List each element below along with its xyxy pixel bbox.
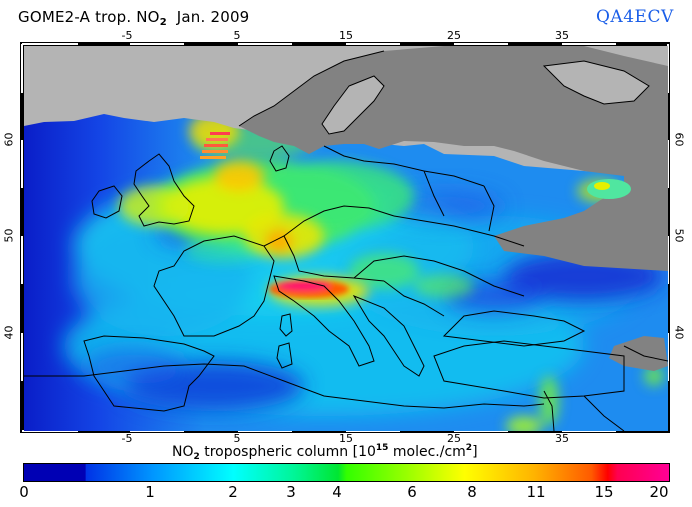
colorbar-label-sub: 2 — [193, 452, 200, 462]
frame-scale-segment — [130, 430, 184, 432]
colorbar-tick: 20 — [649, 483, 669, 501]
brand-logo-text: QA4ECV — [596, 7, 674, 27]
lon-tick-bottom: 5 — [233, 432, 241, 445]
colorbar-tick: 1 — [145, 483, 155, 501]
lon-tick-top: 15 — [339, 29, 353, 42]
frame-scale-segment — [454, 43, 508, 45]
colorbar-tick: 8 — [467, 483, 477, 501]
colorbar — [23, 463, 670, 482]
frame-scale-segment — [454, 430, 508, 432]
colorbar-label-sup: 2 — [465, 443, 473, 453]
title-date: Jan. 2009 — [166, 8, 250, 26]
colorbar-label-text: NO — [172, 444, 194, 460]
lon-tick-bottom: 15 — [339, 432, 353, 445]
frame-scale-segment — [667, 236, 669, 284]
frame-scale-segment — [22, 430, 78, 432]
lat-tick-right: 60 — [672, 132, 686, 147]
colorbar-label-sup: 15 — [375, 443, 389, 453]
colorbar-tick: 11 — [526, 483, 546, 501]
colorbar-label-text: ] — [472, 444, 478, 460]
colorbar-tick: 2 — [228, 483, 238, 501]
map-frame — [20, 42, 670, 433]
colorbar-tick: 3 — [286, 483, 296, 501]
frame-scale-segment — [667, 333, 669, 381]
lon-tick-top: 25 — [447, 29, 461, 42]
colorbar-tick: 0 — [19, 483, 29, 501]
lon-tick-top: 5 — [233, 29, 241, 42]
lat-tick-left: 40 — [2, 325, 16, 340]
ship-tracks — [200, 132, 230, 159]
map-title: GOME2-A trop. NO2 Jan. 2009 — [18, 8, 249, 28]
coastlines — [24, 50, 668, 431]
frame-scale-segment — [21, 140, 23, 188]
frame-scale-segment — [130, 43, 184, 45]
title-text: GOME2-A trop. NO — [18, 8, 160, 26]
no2-column-map[interactable] — [24, 46, 668, 431]
frame-scale-segment — [22, 43, 78, 45]
po-valley-hotspot — [269, 280, 349, 298]
lon-tick-bottom: -5 — [121, 432, 133, 445]
frame-scale-segment — [562, 430, 616, 432]
frame-scale-segment — [562, 43, 616, 45]
frame-scale-segment — [667, 44, 669, 93]
lat-tick-left: 60 — [2, 132, 16, 147]
frame-scale-segment — [238, 430, 292, 432]
frame-scale-segment — [667, 140, 669, 188]
frame-scale-segment — [238, 43, 292, 45]
lat-tick-right: 50 — [672, 228, 686, 243]
frame-scale-segment — [21, 44, 23, 93]
lat-tick-right: 40 — [672, 325, 686, 340]
colorbar-tick: 6 — [407, 483, 417, 501]
colorbar-label: NO2 tropospheric column [1015 molec./cm2… — [172, 443, 478, 462]
colorbar-label-text: tropospheric column [10 — [199, 444, 376, 460]
frame-scale-segment — [21, 236, 23, 284]
colorbar-tick: 4 — [332, 483, 342, 501]
lon-tick-bottom: 35 — [555, 432, 569, 445]
no-data-mask — [24, 46, 668, 371]
lon-tick-bottom: 25 — [447, 432, 461, 445]
lat-tick-left: 50 — [2, 228, 16, 243]
frame-scale-segment — [21, 333, 23, 381]
colorbar-tick: 15 — [594, 483, 614, 501]
lon-tick-top: 35 — [555, 29, 569, 42]
lon-tick-top: -5 — [121, 29, 133, 42]
colorbar-label-text: molec./cm — [388, 444, 466, 460]
title-subscript: 2 — [159, 17, 167, 28]
frame-scale-segment — [346, 430, 400, 432]
frame-scale-segment — [346, 43, 400, 45]
